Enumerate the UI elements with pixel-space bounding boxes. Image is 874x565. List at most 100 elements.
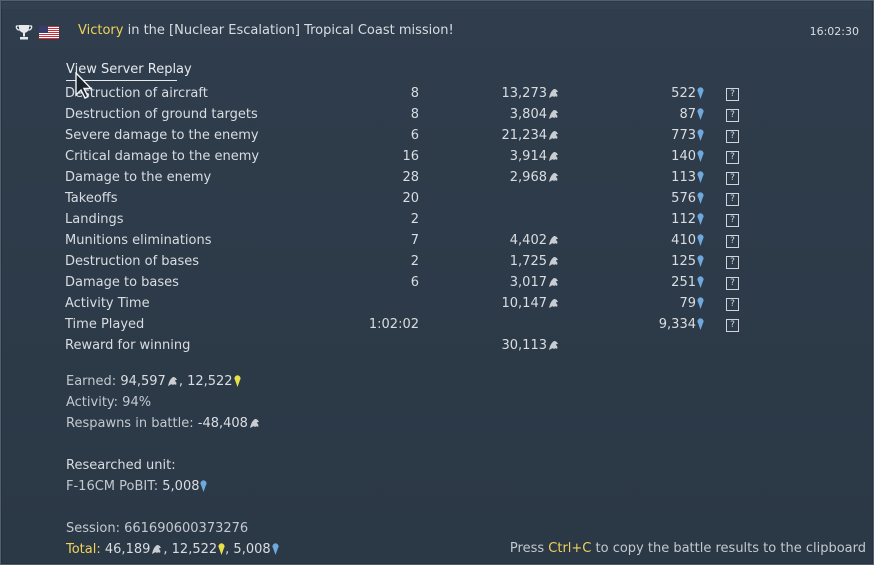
help-icon[interactable]: ?	[726, 256, 739, 269]
reward-sl-value: 1,725	[509, 254, 547, 269]
silver-lions-icon	[549, 257, 558, 266]
reward-sl-value: 3,914	[509, 149, 547, 164]
help-icon[interactable]: ?	[726, 130, 739, 143]
respawns-label: Respawns in battle:	[66, 416, 194, 431]
reward-row: Reward for winning 30,113	[0, 338, 874, 359]
research-points-icon	[697, 213, 704, 225]
reward-rp: 773	[671, 128, 704, 143]
copy-hotkey: Ctrl+C	[548, 541, 592, 556]
session-id: Session: 661690600373276	[66, 521, 249, 536]
reward-sl: 30,113	[502, 338, 561, 353]
reward-sl: 21,234	[502, 128, 561, 143]
trophy-icon	[15, 25, 33, 40]
research-points-icon	[697, 150, 704, 162]
reward-rp: 125	[671, 254, 704, 269]
total-ge-value: 12,522	[171, 542, 218, 557]
reward-rp-value: 112	[671, 212, 696, 227]
reward-row: Critical damage to the enemy 16 3,914 140?	[0, 149, 874, 170]
reward-row: Destruction of ground targets 8 3,804 87?	[0, 107, 874, 128]
golden-eagles-icon	[234, 375, 241, 387]
reward-count: 8	[410, 86, 419, 101]
research-points-icon	[200, 480, 207, 492]
total-sl-value: 46,189	[104, 542, 151, 557]
reward-rp-value: 410	[671, 233, 696, 248]
reward-row: Munitions eliminations 7 4,402 410?	[0, 233, 874, 254]
reward-row: Destruction of aircraft 8 13,273 522?	[0, 86, 874, 107]
silver-lions-icon	[549, 341, 558, 350]
reward-rp-value: 251	[671, 275, 696, 290]
help-icon[interactable]: ?	[726, 277, 739, 290]
reward-rp: 113	[671, 170, 704, 185]
total-line: Total: 46,189, 12,522, 5,008	[66, 542, 279, 557]
silver-lions-icon	[549, 236, 558, 245]
reward-sl: 3,017	[510, 275, 560, 290]
reward-row: Destruction of bases 2 1,725 125?	[0, 254, 874, 275]
research-points-icon	[697, 108, 704, 120]
silver-lions-icon	[549, 173, 558, 182]
title-rest: in the [Nuclear Escalation] Tropical Coa…	[123, 23, 454, 38]
help-icon[interactable]: ?	[726, 235, 739, 248]
reward-sl-value: 10,147	[501, 296, 548, 311]
reward-label: Activity Time	[65, 296, 150, 311]
reward-sl-value: 3,017	[509, 275, 547, 290]
help-icon[interactable]: ?	[726, 214, 739, 227]
reward-label: Damage to bases	[65, 275, 179, 290]
reward-label: Severe damage to the enemy	[65, 128, 259, 143]
help-icon[interactable]: ?	[726, 319, 739, 332]
help-icon[interactable]: ?	[726, 298, 739, 311]
reward-rp: 112	[671, 212, 704, 227]
total-label: Total:	[66, 542, 101, 557]
reward-sl-value: 4,402	[509, 233, 547, 248]
reward-rp-value: 773	[671, 128, 696, 143]
reward-count: 28	[402, 170, 419, 185]
research-points-icon	[697, 87, 704, 99]
help-icon[interactable]: ?	[726, 193, 739, 206]
help-icon[interactable]: ?	[726, 151, 739, 164]
reward-row: Time Played 1:02:02 9,334?	[0, 317, 874, 338]
researched-unit-line: F-16CM PoBIT: 5,008	[66, 479, 207, 494]
reward-rp: 140	[671, 149, 704, 164]
research-points-icon	[697, 234, 704, 246]
silver-lions-icon	[549, 131, 558, 140]
reward-sl-value: 3,804	[509, 107, 547, 122]
reward-count: 7	[410, 233, 419, 248]
reward-label: Destruction of ground targets	[65, 107, 258, 122]
research-points-icon	[697, 255, 704, 267]
mouse-cursor-icon	[75, 72, 93, 99]
copy-hint-post: to copy the battle results to the clipbo…	[591, 541, 867, 556]
help-icon[interactable]: ?	[726, 172, 739, 185]
reward-label: Reward for winning	[65, 338, 191, 353]
reward-count: 20	[402, 191, 419, 206]
research-points-icon	[697, 318, 704, 330]
reward-label: Critical damage to the enemy	[65, 149, 260, 164]
reward-rp-value: 125	[671, 254, 696, 269]
reward-sl-value: 21,234	[501, 128, 548, 143]
research-points-icon	[697, 192, 704, 204]
reward-sl-value: 2,968	[509, 170, 547, 185]
reward-label: Destruction of aircraft	[65, 86, 208, 101]
research-points-icon	[697, 171, 704, 183]
silver-lions-icon	[549, 89, 558, 98]
earned-sl-value: 94,597	[120, 374, 166, 389]
respawns-value: -48,408	[197, 416, 248, 431]
header: Victory in the [Nuclear Escalation] Trop…	[0, 22, 874, 42]
earned-label: Earned:	[66, 374, 117, 389]
reward-label: Takeoffs	[65, 191, 118, 206]
reward-count: 16	[402, 149, 419, 164]
researched-unit-label: Researched unit:	[66, 458, 176, 473]
view-server-replay-link[interactable]: View Server Replay	[66, 62, 192, 77]
unit-rp-value: 5,008	[162, 479, 200, 494]
reward-count: 6	[410, 275, 419, 290]
silver-lions-icon	[152, 545, 162, 554]
research-points-icon	[272, 543, 279, 555]
reward-row: Damage to bases 6 3,017 251?	[0, 275, 874, 296]
help-icon[interactable]: ?	[726, 109, 739, 122]
reward-count: 8	[410, 107, 419, 122]
reward-rp: 9,334	[659, 317, 704, 332]
reward-label: Time Played	[65, 317, 145, 332]
research-points-icon	[697, 276, 704, 288]
help-icon[interactable]: ?	[726, 88, 739, 101]
reward-rp: 410	[671, 233, 704, 248]
reward-label: Landings	[65, 212, 124, 227]
reward-sl: 4,402	[510, 233, 560, 248]
